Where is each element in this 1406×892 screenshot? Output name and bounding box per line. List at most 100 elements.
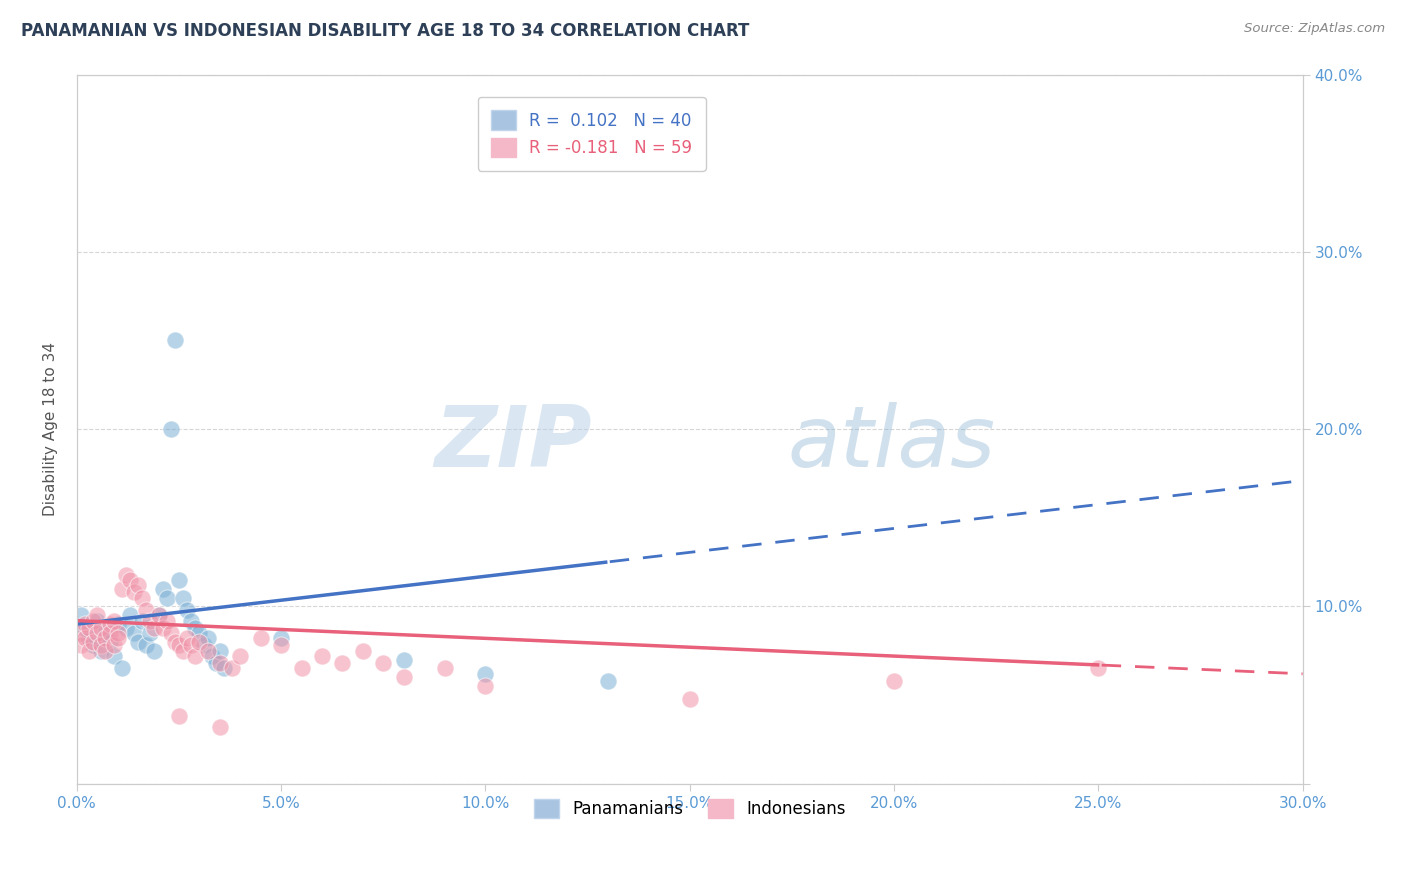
- Point: [135, 603, 157, 617]
- Point: [208, 644, 231, 658]
- Point: [98, 635, 121, 649]
- Point: [163, 635, 186, 649]
- Point: [94, 632, 117, 646]
- Point: [180, 639, 202, 653]
- Point: [270, 639, 292, 653]
- Point: [197, 644, 219, 658]
- Point: [883, 673, 905, 688]
- Point: [474, 679, 496, 693]
- Point: [290, 661, 312, 675]
- Point: [139, 614, 162, 628]
- Point: [143, 621, 166, 635]
- Point: [167, 573, 190, 587]
- Point: [70, 639, 93, 653]
- Point: [107, 626, 129, 640]
- Point: [221, 661, 243, 675]
- Point: [193, 639, 215, 653]
- Point: [160, 422, 183, 436]
- Point: [148, 608, 170, 623]
- Point: [135, 639, 157, 653]
- Point: [160, 626, 183, 640]
- Point: [143, 644, 166, 658]
- Point: [172, 591, 194, 605]
- Point: [94, 644, 117, 658]
- Point: [167, 709, 190, 723]
- Text: PANAMANIAN VS INDONESIAN DISABILITY AGE 18 TO 34 CORRELATION CHART: PANAMANIAN VS INDONESIAN DISABILITY AGE …: [21, 22, 749, 40]
- Point: [127, 635, 149, 649]
- Point: [184, 649, 207, 664]
- Point: [70, 608, 93, 623]
- Point: [103, 639, 125, 653]
- Point: [148, 608, 170, 623]
- Point: [433, 661, 456, 675]
- Point: [90, 639, 112, 653]
- Point: [188, 635, 211, 649]
- Point: [201, 649, 224, 664]
- Point: [163, 334, 186, 348]
- Point: [184, 621, 207, 635]
- Point: [212, 661, 235, 675]
- Point: [90, 644, 112, 658]
- Point: [176, 603, 198, 617]
- Point: [103, 614, 125, 628]
- Point: [103, 649, 125, 664]
- Point: [98, 617, 121, 632]
- Point: [131, 591, 153, 605]
- Point: [188, 626, 211, 640]
- Point: [115, 621, 138, 635]
- Point: [118, 608, 141, 623]
- Point: [70, 626, 93, 640]
- Point: [208, 720, 231, 734]
- Point: [152, 582, 174, 596]
- Point: [197, 632, 219, 646]
- Point: [86, 614, 108, 628]
- Point: [122, 585, 145, 599]
- Point: [392, 670, 415, 684]
- Point: [115, 567, 138, 582]
- Point: [86, 608, 108, 623]
- Point: [73, 617, 96, 632]
- Point: [270, 632, 292, 646]
- Point: [204, 656, 226, 670]
- Point: [77, 632, 100, 646]
- Point: [208, 656, 231, 670]
- Point: [332, 656, 354, 670]
- Text: ZIP: ZIP: [434, 401, 592, 485]
- Point: [249, 632, 271, 646]
- Point: [352, 644, 374, 658]
- Text: atlas: atlas: [787, 401, 995, 485]
- Point: [1087, 661, 1109, 675]
- Point: [679, 691, 702, 706]
- Point: [152, 621, 174, 635]
- Point: [111, 661, 134, 675]
- Point: [90, 621, 112, 635]
- Point: [98, 626, 121, 640]
- Point: [373, 656, 395, 670]
- Point: [118, 573, 141, 587]
- Point: [172, 644, 194, 658]
- Point: [474, 666, 496, 681]
- Point: [180, 614, 202, 628]
- Point: [82, 614, 104, 628]
- Text: Source: ZipAtlas.com: Source: ZipAtlas.com: [1244, 22, 1385, 36]
- Point: [392, 652, 415, 666]
- Point: [156, 614, 179, 628]
- Point: [94, 626, 117, 640]
- Point: [107, 617, 129, 632]
- Y-axis label: Disability Age 18 to 34: Disability Age 18 to 34: [44, 343, 58, 516]
- Point: [77, 621, 100, 635]
- Point: [73, 632, 96, 646]
- Point: [127, 578, 149, 592]
- Point: [176, 632, 198, 646]
- Point: [82, 639, 104, 653]
- Point: [86, 626, 108, 640]
- Point: [111, 582, 134, 596]
- Point: [122, 626, 145, 640]
- Point: [107, 632, 129, 646]
- Point: [73, 621, 96, 635]
- Point: [596, 673, 619, 688]
- Point: [229, 649, 252, 664]
- Point: [167, 639, 190, 653]
- Point: [311, 649, 333, 664]
- Point: [82, 635, 104, 649]
